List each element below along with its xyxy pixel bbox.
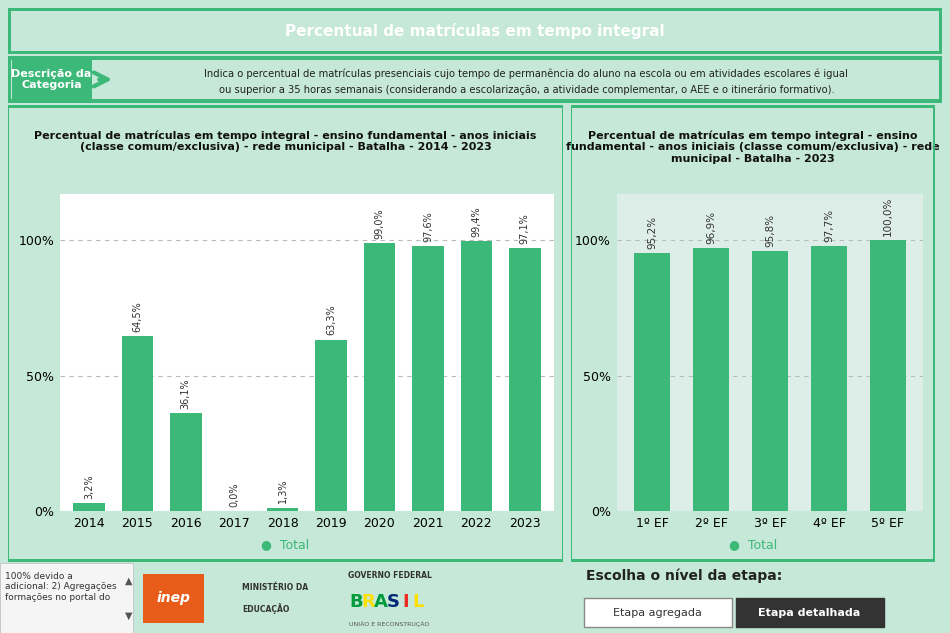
Text: A: A [374,592,388,611]
Text: ▼: ▼ [124,611,132,620]
Bar [8,8,942,11]
Text: EDUCAÇÃO: EDUCAÇÃO [242,603,290,614]
Bar [412,246,444,511]
Bar [811,246,846,511]
Text: Escolha o nível da etapa:: Escolha o nível da etapa: [586,568,782,583]
Text: GOVERNO FEDERAL: GOVERNO FEDERAL [348,572,431,580]
Text: ▲: ▲ [124,576,132,586]
Text: Descrição da
Categoria: Descrição da Categoria [11,68,91,91]
Bar [939,8,942,54]
Bar [736,598,884,627]
Bar [8,8,11,54]
Text: ou superior a 35 horas semanais (considerando a escolarização, a atividade compl: ou superior a 35 horas semanais (conside… [218,84,834,95]
Bar [561,105,563,562]
Bar [8,559,563,562]
Text: 96,9%: 96,9% [706,211,716,244]
Bar [584,598,732,627]
Bar [267,508,298,511]
Text: 63,3%: 63,3% [326,305,336,335]
Text: 95,8%: 95,8% [765,214,775,248]
Text: 99,0%: 99,0% [374,208,385,239]
Bar [8,105,563,108]
Text: B: B [350,592,363,611]
Text: Percentual de matrículas em tempo integral: Percentual de matrículas em tempo integr… [285,23,665,39]
Bar [752,251,788,511]
Text: Percentual de matrículas em tempo integral - ensino
fundamental - anos iniciais : Percentual de matrículas em tempo integr… [566,130,940,164]
Bar [142,573,204,623]
Text: R: R [362,592,375,611]
Bar [571,105,935,108]
Text: inep: inep [157,591,191,605]
Text: 97,1%: 97,1% [520,213,530,244]
Text: UNIÃO E RECONSTRUÇÃO: UNIÃO E RECONSTRUÇÃO [350,622,429,627]
Text: 100% devido a
adicional: 2) Agregações
formações no portal do: 100% devido a adicional: 2) Agregações f… [5,572,116,601]
Bar [0,563,133,633]
Text: 1,3%: 1,3% [277,479,288,503]
Text: 36,1%: 36,1% [180,379,191,410]
Bar [8,51,942,54]
Bar [571,559,935,562]
Bar [315,339,347,511]
Bar [8,56,11,103]
Bar [8,105,10,562]
Bar [12,60,92,99]
Text: 100,0%: 100,0% [883,196,893,236]
Bar [933,105,935,562]
Text: 97,6%: 97,6% [423,211,433,242]
Bar [870,240,905,511]
Text: ●  Total: ● Total [729,537,777,551]
Bar [122,336,153,511]
Text: MINISTÉRIO DA: MINISTÉRIO DA [242,583,309,592]
Text: 0,0%: 0,0% [229,482,239,506]
Bar [364,242,395,511]
Bar [8,99,942,103]
Text: ●  Total: ● Total [261,537,310,551]
Text: 3,2%: 3,2% [84,474,94,499]
Text: 97,7%: 97,7% [824,209,834,242]
Bar [509,248,541,511]
Text: L: L [412,592,424,611]
Bar [635,253,670,511]
Bar [461,242,492,511]
Text: Etapa detalhada: Etapa detalhada [758,608,861,618]
Text: Etapa agregada: Etapa agregada [613,608,702,618]
Bar [694,248,729,511]
Text: I: I [403,592,408,611]
Bar [8,56,942,60]
Text: Percentual de matrículas em tempo integral - ensino fundamental - anos iniciais
: Percentual de matrículas em tempo integr… [34,130,537,153]
Text: 95,2%: 95,2% [647,216,657,249]
Text: Indica o percentual de matrículas presenciais cujo tempo de permanência do aluno: Indica o percentual de matrículas presen… [204,68,848,79]
Bar [571,105,573,562]
Bar [73,503,104,511]
Bar [170,413,201,511]
Bar [939,56,942,103]
Text: 99,4%: 99,4% [471,207,482,237]
Text: 64,5%: 64,5% [132,301,142,332]
Text: S: S [387,592,400,611]
